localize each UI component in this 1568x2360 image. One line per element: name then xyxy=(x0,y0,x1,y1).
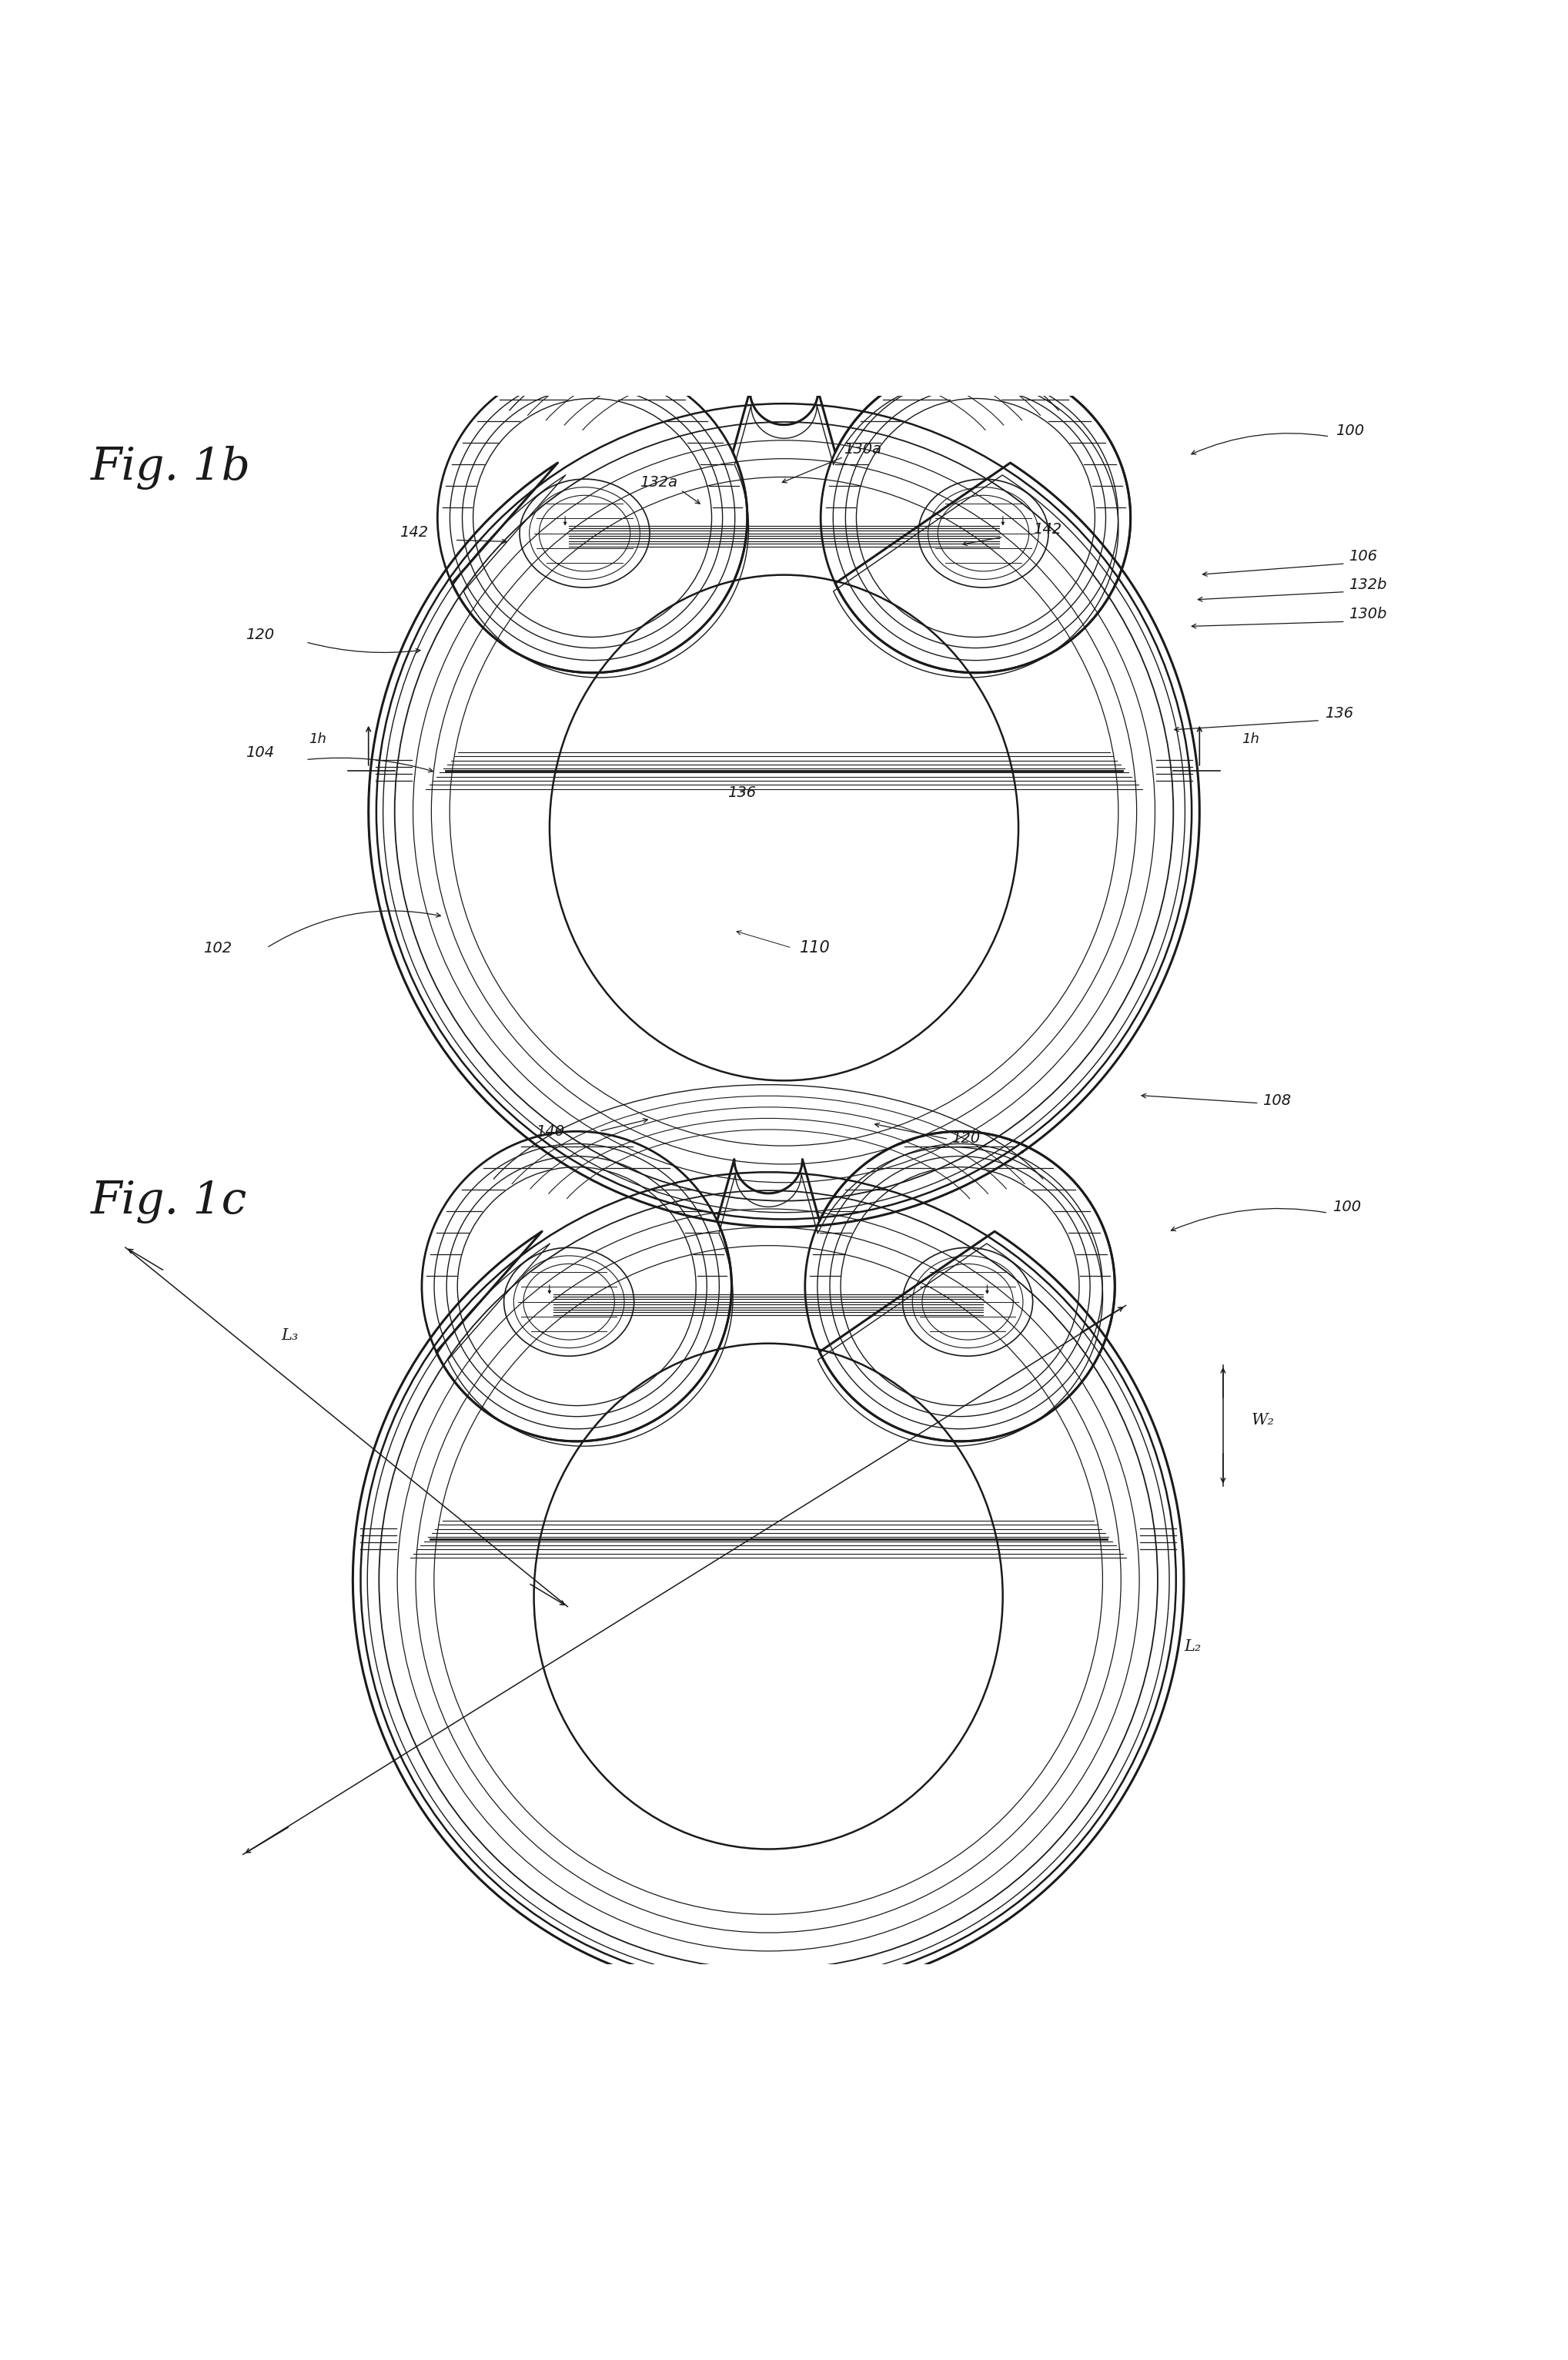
Text: 130b: 130b xyxy=(1348,607,1386,621)
Text: 100: 100 xyxy=(1333,1199,1361,1215)
Text: 120: 120 xyxy=(246,628,274,642)
Text: 104: 104 xyxy=(246,746,274,760)
Text: 100: 100 xyxy=(1336,422,1364,439)
Text: Fig. 1c: Fig. 1c xyxy=(91,1180,248,1222)
Text: 132b: 132b xyxy=(1348,578,1386,592)
Text: 136: 136 xyxy=(1325,706,1353,720)
Text: 106: 106 xyxy=(1348,550,1377,564)
Text: 108: 108 xyxy=(1262,1093,1290,1107)
Text: 136: 136 xyxy=(728,786,756,800)
Text: 132a: 132a xyxy=(640,474,677,491)
Text: 110: 110 xyxy=(800,939,831,956)
Text: 140: 140 xyxy=(536,1123,564,1140)
Text: 130a: 130a xyxy=(844,441,881,458)
Text: W₂: W₂ xyxy=(1251,1414,1275,1428)
Text: L₃: L₃ xyxy=(282,1329,298,1343)
Text: 1h: 1h xyxy=(1242,732,1259,746)
Text: 142: 142 xyxy=(1033,522,1062,536)
Text: 120: 120 xyxy=(952,1130,980,1145)
Text: L₂: L₂ xyxy=(1184,1638,1201,1654)
Text: 1h: 1h xyxy=(309,732,326,746)
Text: Fig. 1b: Fig. 1b xyxy=(91,446,251,491)
Text: 102: 102 xyxy=(204,942,232,956)
Text: 142: 142 xyxy=(400,526,428,540)
